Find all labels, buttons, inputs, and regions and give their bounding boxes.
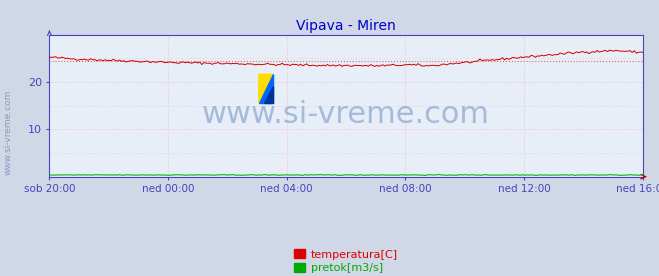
Polygon shape xyxy=(264,86,273,103)
Legend: temperatura[C], pretok[m3/s]: temperatura[C], pretok[m3/s] xyxy=(294,249,398,274)
Text: www.si-vreme.com: www.si-vreme.com xyxy=(202,100,490,129)
Polygon shape xyxy=(259,74,273,103)
Polygon shape xyxy=(259,74,273,103)
Title: Vipava - Miren: Vipava - Miren xyxy=(296,19,396,33)
Text: www.si-vreme.com: www.si-vreme.com xyxy=(4,90,13,175)
